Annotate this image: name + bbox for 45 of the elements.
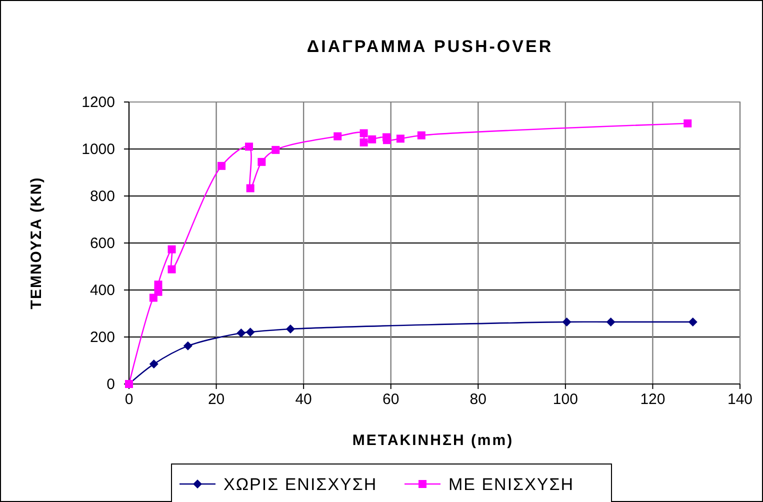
point (168, 245, 176, 254)
point (360, 129, 368, 138)
x-tick-label: 0 (124, 391, 134, 408)
point (245, 142, 254, 151)
point (149, 360, 158, 369)
point (272, 146, 280, 154)
point (246, 184, 254, 192)
x-tick-label: 120 (640, 391, 666, 408)
point (360, 138, 368, 146)
point (218, 162, 226, 170)
point (396, 134, 404, 143)
chart-title: ΔΙΑΓΡΑΜΜΑ PUSH-OVER (306, 37, 554, 56)
x-tick-label: 140 (727, 391, 753, 408)
point (258, 158, 266, 166)
y-tick-label: 1200 (82, 94, 115, 111)
point (382, 136, 391, 144)
x-tick-label: 100 (552, 391, 578, 408)
point (562, 317, 572, 326)
x-axis-title: ΜΕΤΑΚΙΝΗΣΗ (mm) (352, 432, 514, 449)
x-tick-label: 20 (208, 391, 225, 408)
point (183, 341, 192, 350)
point (286, 324, 295, 334)
y-tick-label: 600 (90, 235, 115, 252)
point (236, 328, 246, 338)
point (246, 328, 255, 337)
point (168, 265, 176, 274)
point (417, 131, 426, 140)
point (334, 132, 342, 140)
x-tick-label: 60 (382, 391, 400, 408)
point (154, 280, 162, 289)
y-tick-label: 0 (106, 376, 115, 393)
point (606, 317, 616, 326)
point (688, 317, 698, 326)
x-tick-label: 40 (295, 391, 312, 408)
x-tick-label: 80 (470, 391, 486, 408)
y-tick-label: 400 (90, 282, 115, 299)
y-tick-label: 1000 (82, 141, 115, 158)
point (154, 288, 162, 296)
point (368, 135, 376, 144)
legend-label: ΜΕ ΕΝΙΣΧΥΣΗ (448, 475, 574, 494)
point (684, 119, 692, 128)
y-tick-label: 200 (90, 329, 115, 346)
y-axis-title: ΤΕΜΝΟΥΣΑ (KN) (28, 176, 45, 310)
y-tick-label: 800 (90, 188, 115, 205)
legend-label: ΧΩΡΙΣ ΕΝΙΣΧΥΣΗ (224, 475, 378, 494)
